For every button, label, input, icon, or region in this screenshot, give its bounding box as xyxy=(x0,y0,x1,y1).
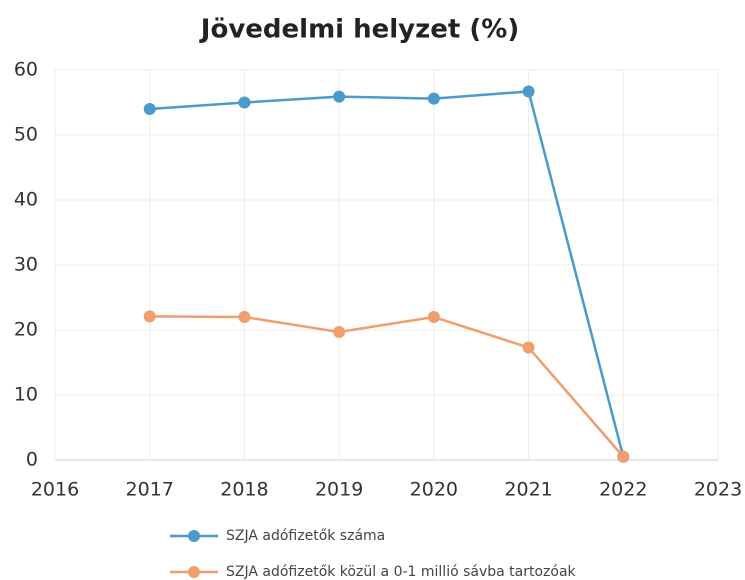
x-tick-label: 2023 xyxy=(694,479,742,501)
marker xyxy=(522,341,535,354)
marker xyxy=(238,96,251,109)
chart-title: Jövedelmi helyzet (%) xyxy=(199,15,519,45)
marker xyxy=(427,92,440,105)
x-tick-label: 2019 xyxy=(315,479,363,501)
marker xyxy=(333,90,346,103)
y-tick-label: 30 xyxy=(14,254,38,276)
legend-label: SZJA adófizetők száma xyxy=(226,528,385,544)
marker xyxy=(143,310,156,323)
y-tick-label: 60 xyxy=(14,59,38,81)
y-tick-label: 0 xyxy=(26,449,38,471)
legend-marker xyxy=(188,530,200,542)
x-tick-label: 2017 xyxy=(126,479,174,501)
legend-marker xyxy=(188,566,200,578)
x-tick-label: 2020 xyxy=(410,479,458,501)
series-line xyxy=(149,90,625,458)
marker xyxy=(238,311,251,323)
x-tick-label: 2016 xyxy=(31,479,79,501)
legend-label: SZJA adófizetők közül a 0-1 millió sávba… xyxy=(226,564,577,580)
y-tick-label: 40 xyxy=(14,189,38,211)
marker xyxy=(522,85,535,98)
series-line xyxy=(149,315,625,458)
y-tick-label: 10 xyxy=(14,384,38,406)
marker xyxy=(333,325,346,338)
y-tick-label: 50 xyxy=(14,124,38,146)
marker xyxy=(143,103,156,115)
x-tick-label: 2018 xyxy=(220,479,268,501)
x-tick-label: 2022 xyxy=(599,479,647,501)
marker xyxy=(617,450,630,463)
y-tick-label: 20 xyxy=(14,319,38,341)
marker xyxy=(427,311,440,323)
x-tick-label: 2021 xyxy=(504,479,552,501)
